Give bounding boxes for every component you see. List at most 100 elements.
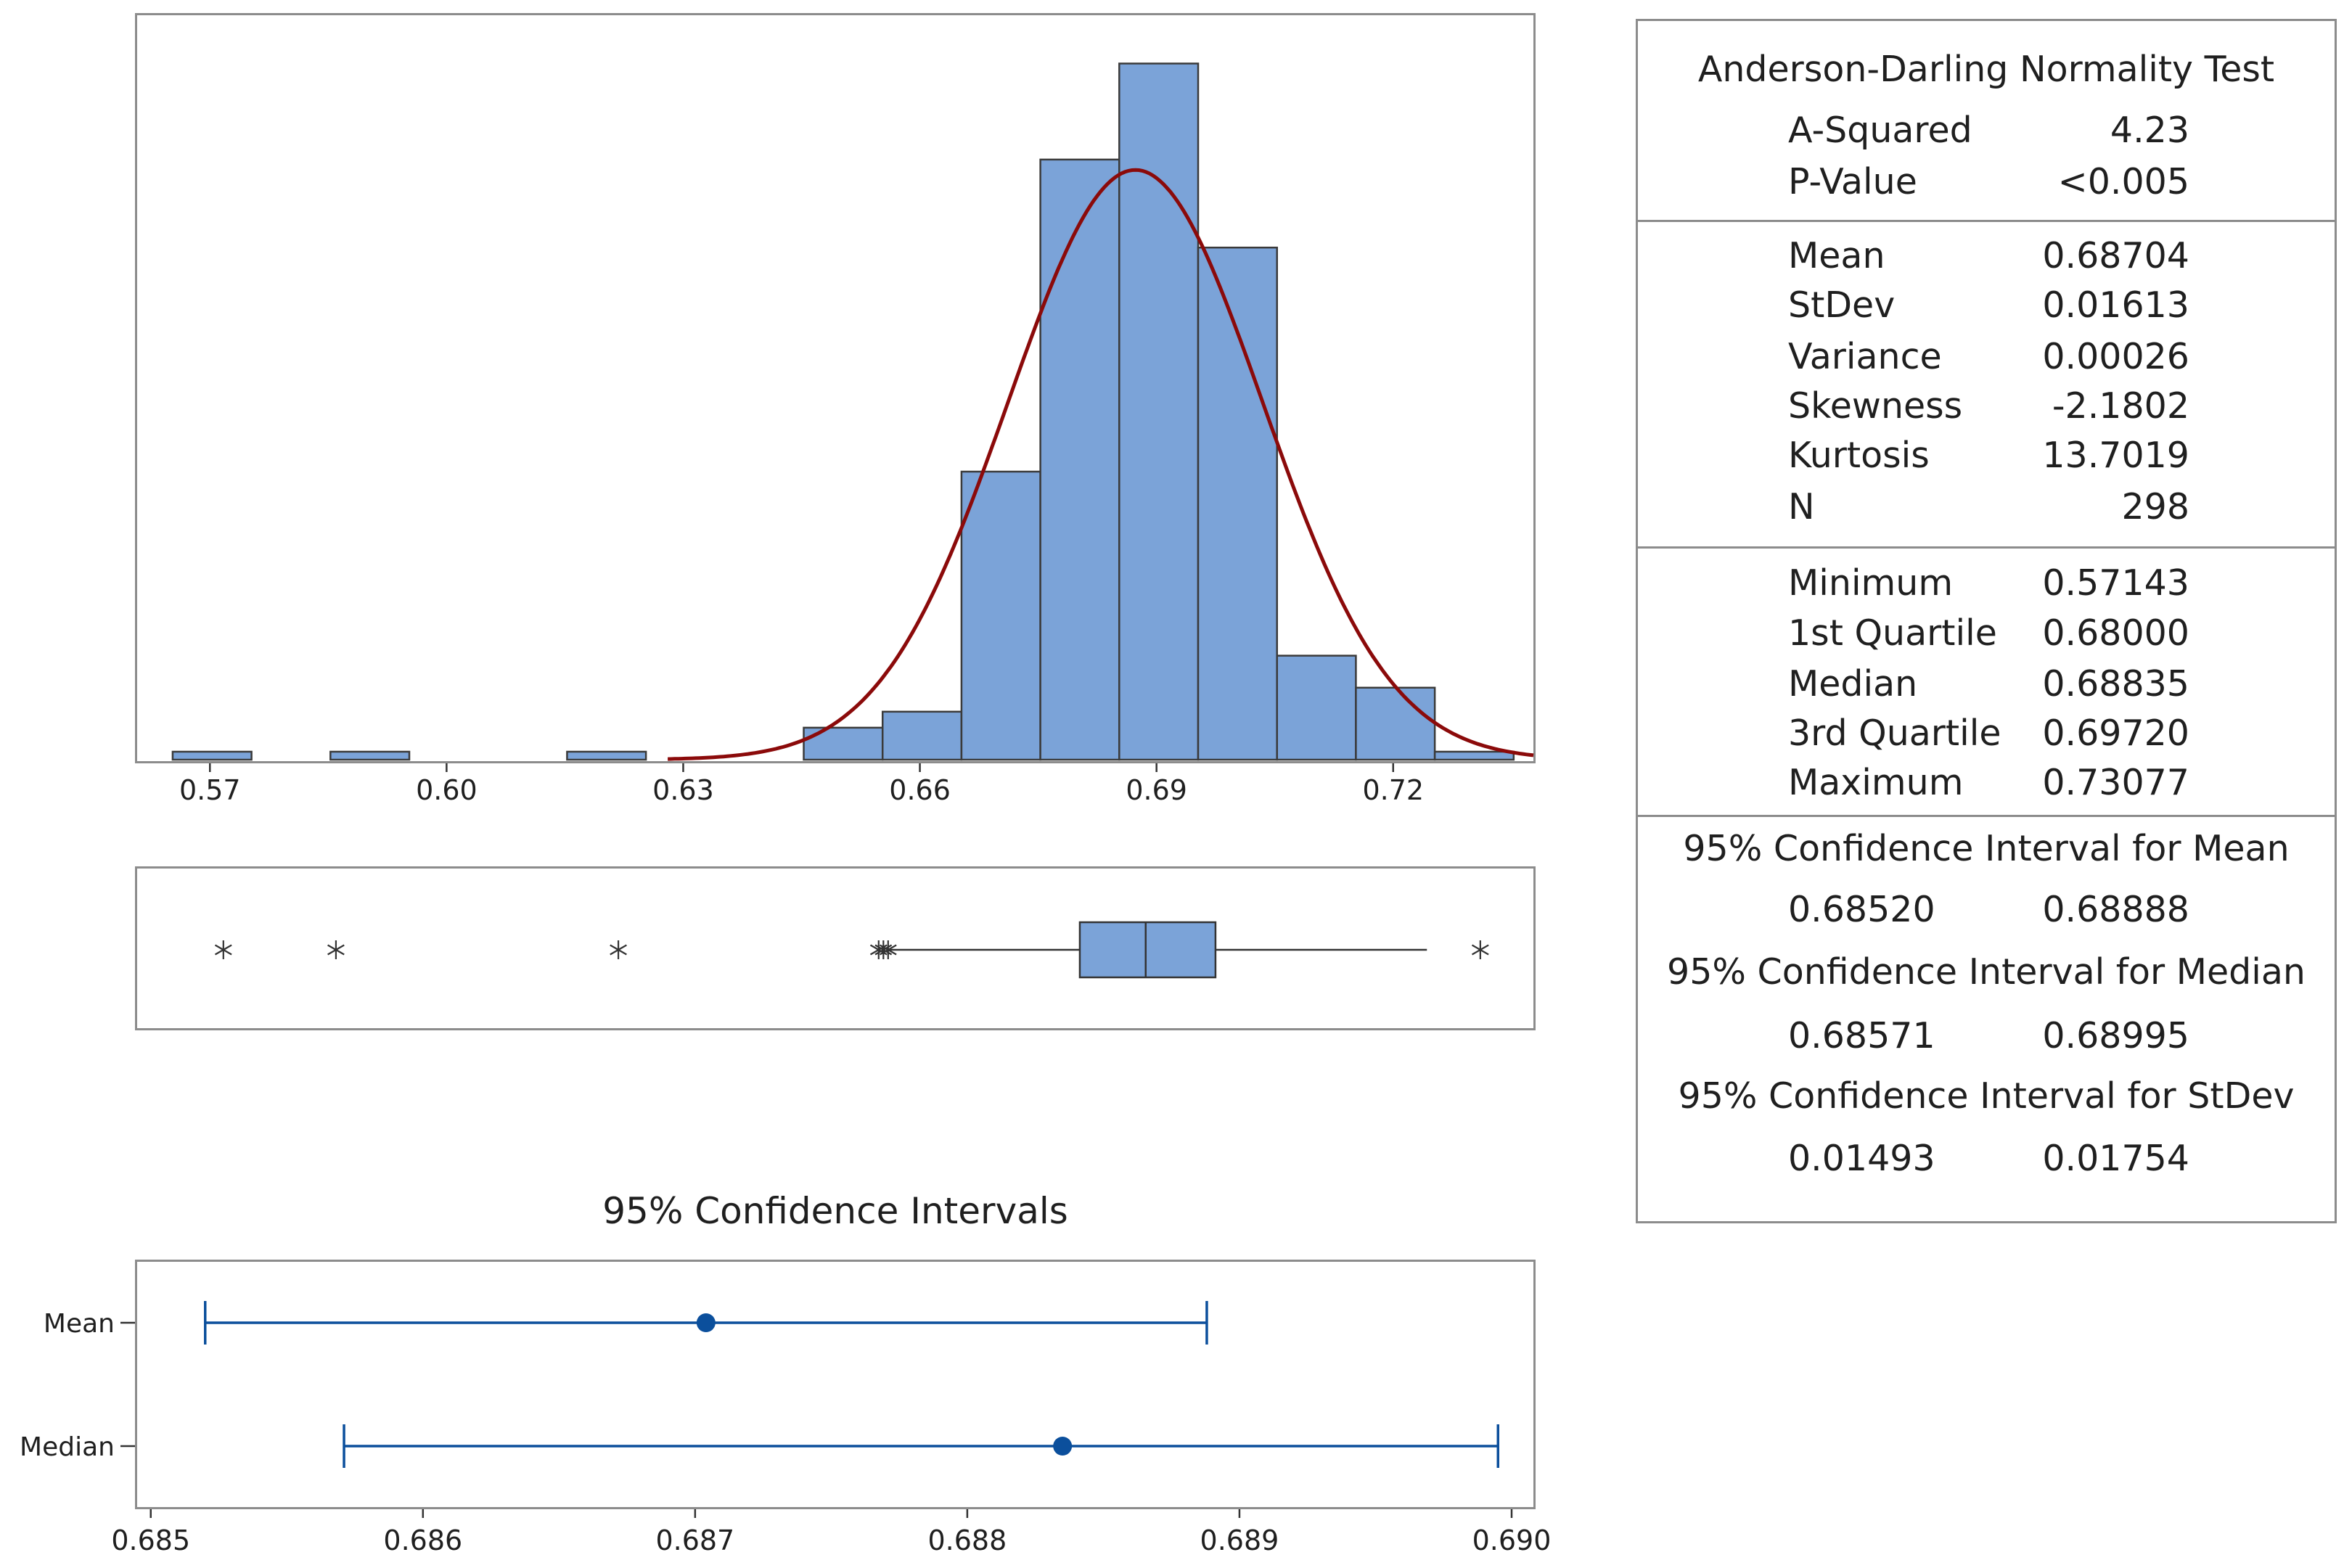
normal-fit-curve	[668, 168, 1534, 761]
x-tick-label: 0.60	[416, 774, 478, 806]
stat-row: Skewness -2.1802	[1638, 385, 2335, 429]
x-tick-label: 0.66	[889, 774, 951, 806]
stat-value: 4.23	[2110, 110, 2189, 151]
ad-test-title: Anderson-Darling Normality Test	[1697, 49, 2275, 90]
stat-value: 13.7019	[2042, 435, 2189, 476]
outlier-marker	[610, 940, 627, 959]
ci-y-axis: Mean Median	[0, 1260, 135, 1509]
ci-stdev-low: 0.01493	[1788, 1138, 1935, 1179]
histogram-x-axis-ticks: 0.57 0.60 0.63 0.66 0.69 0.72	[179, 763, 1424, 806]
boxplot-plot	[214, 921, 1489, 979]
stat-label: Mean	[1788, 235, 1885, 276]
ci-median-title: 95% Confidence Interval for Median	[1667, 951, 2306, 993]
stat-row: 1st Quartile 0.68000	[1638, 612, 2335, 656]
statistics-table: Anderson-Darling Normality Test A-Square…	[1636, 19, 2337, 1223]
histogram-bar	[1355, 686, 1436, 761]
outlier-marker	[214, 940, 232, 959]
histogram-bar	[960, 470, 1041, 761]
ci-chart-title: 95% Confidence Intervals	[602, 1190, 1068, 1232]
divider	[1638, 815, 2335, 817]
stat-row: N 298	[1638, 486, 2335, 530]
ci-panel	[135, 1260, 1536, 1509]
stat-row: Mean 0.68704	[1638, 235, 2335, 279]
histogram-bar	[803, 726, 884, 761]
outlier-stroke	[327, 944, 345, 956]
histogram-bar	[1118, 62, 1200, 761]
outlier-stroke	[1471, 944, 1489, 956]
stat-row: A-Squared 4.23	[1638, 110, 2335, 153]
stat-label: Kurtosis	[1788, 435, 1930, 476]
stat-label: StDev	[1788, 284, 1896, 326]
stat-value: 0.01613	[2042, 284, 2189, 326]
stat-row: 3rd Quartile 0.69720	[1638, 713, 2335, 756]
histogram-bar	[1276, 654, 1357, 761]
outlier-marker	[1471, 940, 1489, 959]
ci-stdev-high: 0.01754	[2042, 1138, 2189, 1179]
stat-value: 298	[2121, 486, 2189, 528]
histogram-x-axis: 0.57 0.60 0.63 0.66 0.69 0.72	[135, 763, 1536, 821]
x-tick-label: 0.689	[1200, 1524, 1279, 1556]
x-tick-label: 0.57	[179, 774, 241, 806]
ci-row-label: Mean	[44, 1309, 115, 1339]
histogram-bar	[171, 750, 253, 761]
stat-label: Skewness	[1788, 385, 1963, 427]
stat-row: Minimum 0.57143	[1638, 562, 2335, 606]
histogram-bar	[566, 750, 647, 761]
outlier-stroke	[214, 944, 232, 956]
stat-value: 0.68704	[2042, 235, 2189, 276]
ci-median-values: 0.68571 0.68995	[1638, 1015, 2335, 1059]
outlier-stroke	[879, 944, 897, 956]
stat-label: Variance	[1788, 336, 1942, 377]
x-tick-label: 0.72	[1362, 774, 1424, 806]
stat-label: P-Value	[1788, 161, 1917, 202]
x-tick-label: 0.690	[1472, 1524, 1552, 1556]
stat-row: P-Value <0.005	[1638, 161, 2335, 205]
histogram-panel	[135, 13, 1536, 763]
stat-value: 0.69720	[2042, 713, 2189, 754]
ci-row-label: Median	[20, 1432, 115, 1462]
outlier-marker	[327, 940, 345, 959]
outlier-stroke	[610, 944, 627, 956]
x-tick-label: 0.686	[383, 1524, 462, 1556]
ci-mean-high: 0.68888	[2042, 889, 2189, 930]
stat-label: A-Squared	[1788, 110, 1972, 151]
divider	[1638, 546, 2335, 549]
ci-estimate-point	[1053, 1437, 1073, 1456]
ci-estimate-point	[696, 1313, 716, 1332]
stat-value: 0.73077	[2042, 762, 2189, 803]
stat-value: 0.00026	[2042, 336, 2189, 377]
stat-row: Median 0.68835	[1638, 663, 2335, 707]
stat-label: Minimum	[1788, 562, 1954, 604]
stat-row: Maximum 0.73077	[1638, 762, 2335, 805]
stat-label: 1st Quartile	[1788, 612, 1997, 654]
stat-value: <0.005	[2057, 161, 2189, 202]
histogram-bar	[1197, 246, 1278, 761]
histogram-bar	[1433, 750, 1515, 761]
ci-x-axis-ticks: 0.685 0.686 0.687 0.688 0.689 0.690	[111, 1509, 1551, 1556]
ci-median-low: 0.68571	[1788, 1015, 1935, 1056]
stat-value: 0.57143	[2042, 562, 2189, 604]
histogram-bar	[1039, 158, 1120, 761]
boxplot-panel	[135, 866, 1536, 1030]
histogram-bar	[329, 750, 411, 761]
stat-value: -2.1802	[2052, 385, 2189, 427]
box-iqr	[1078, 921, 1217, 979]
stat-value: 0.68000	[2042, 612, 2189, 654]
stat-value: 0.68835	[2042, 663, 2189, 705]
x-tick-label: 0.69	[1126, 774, 1187, 806]
stat-label: 3rd Quartile	[1788, 713, 2001, 754]
stat-row: Variance 0.00026	[1638, 336, 2335, 379]
stat-label: Median	[1788, 663, 1918, 705]
ci-y-axis-labels: Mean Median	[20, 1309, 135, 1462]
outlier-marker	[879, 940, 897, 959]
ci-plot	[204, 1301, 1499, 1468]
x-tick-label: 0.63	[652, 774, 714, 806]
ci-mean-values: 0.68520 0.68888	[1638, 889, 2335, 932]
ci-stdev-values: 0.01493 0.01754	[1638, 1138, 2335, 1181]
ci-mean-low: 0.68520	[1788, 889, 1935, 930]
stat-label: Maximum	[1788, 762, 1964, 803]
x-tick-label: 0.688	[928, 1524, 1007, 1556]
x-tick-label: 0.685	[111, 1524, 190, 1556]
stat-row: Kurtosis 13.7019	[1638, 435, 2335, 478]
